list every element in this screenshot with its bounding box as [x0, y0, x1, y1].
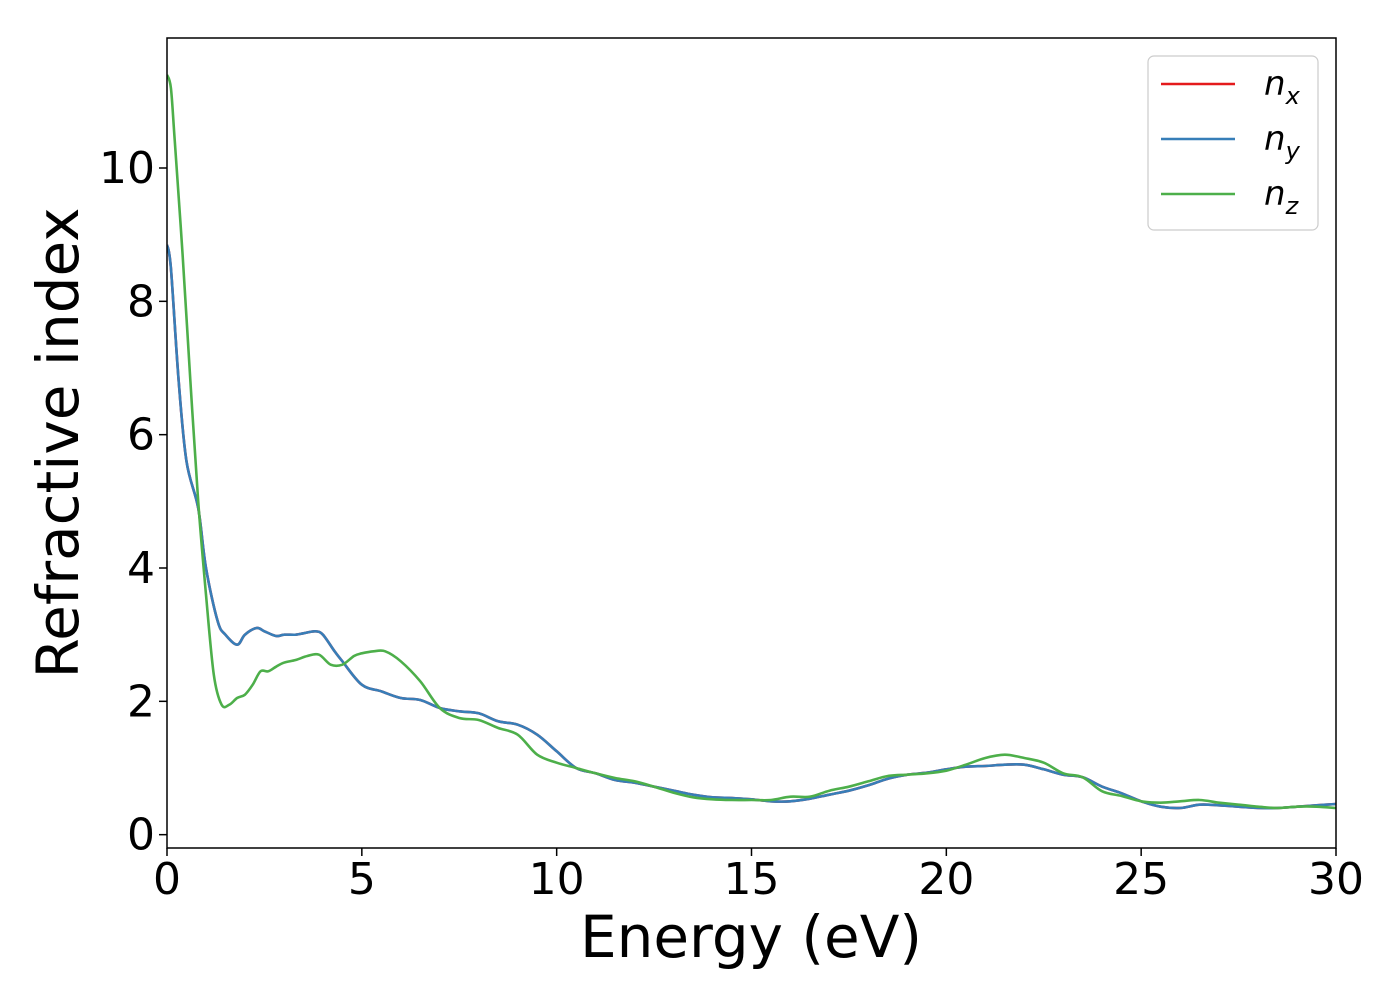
series-line-z	[167, 74, 1336, 810]
series-line-x	[167, 244, 1336, 810]
legend-label-z: nz	[1264, 174, 1300, 220]
series-layer	[167, 74, 1336, 810]
y-tick-label: 4	[127, 543, 155, 594]
series-line-y	[167, 244, 1336, 810]
y-tick-label: 2	[127, 676, 155, 727]
y-tick-label: 0	[127, 810, 155, 861]
x-tick-label: 15	[724, 854, 780, 905]
x-axis-title: Energy (eV)	[580, 903, 922, 971]
x-tick-label: 5	[348, 854, 376, 905]
y-tick-label: 10	[99, 143, 155, 194]
legend-label-x: nx	[1264, 64, 1301, 110]
y-tick-label: 6	[127, 410, 155, 461]
y-axis: 0 2 4 6 8 10	[99, 143, 167, 861]
y-axis-title: Refractive index	[24, 207, 92, 678]
x-tick-label: 20	[918, 854, 974, 905]
x-tick-label: 10	[529, 854, 585, 905]
x-axis: 0 5 10 15 20 25 30	[153, 848, 1364, 905]
legend-label-y: ny	[1264, 119, 1301, 165]
legend: nx ny nz	[1147, 55, 1319, 231]
x-tick-label: 30	[1308, 854, 1364, 905]
x-tick-label: 0	[153, 854, 181, 905]
legend-box	[1147, 55, 1319, 231]
x-tick-label: 25	[1113, 854, 1169, 905]
y-tick-label: 8	[127, 276, 155, 327]
